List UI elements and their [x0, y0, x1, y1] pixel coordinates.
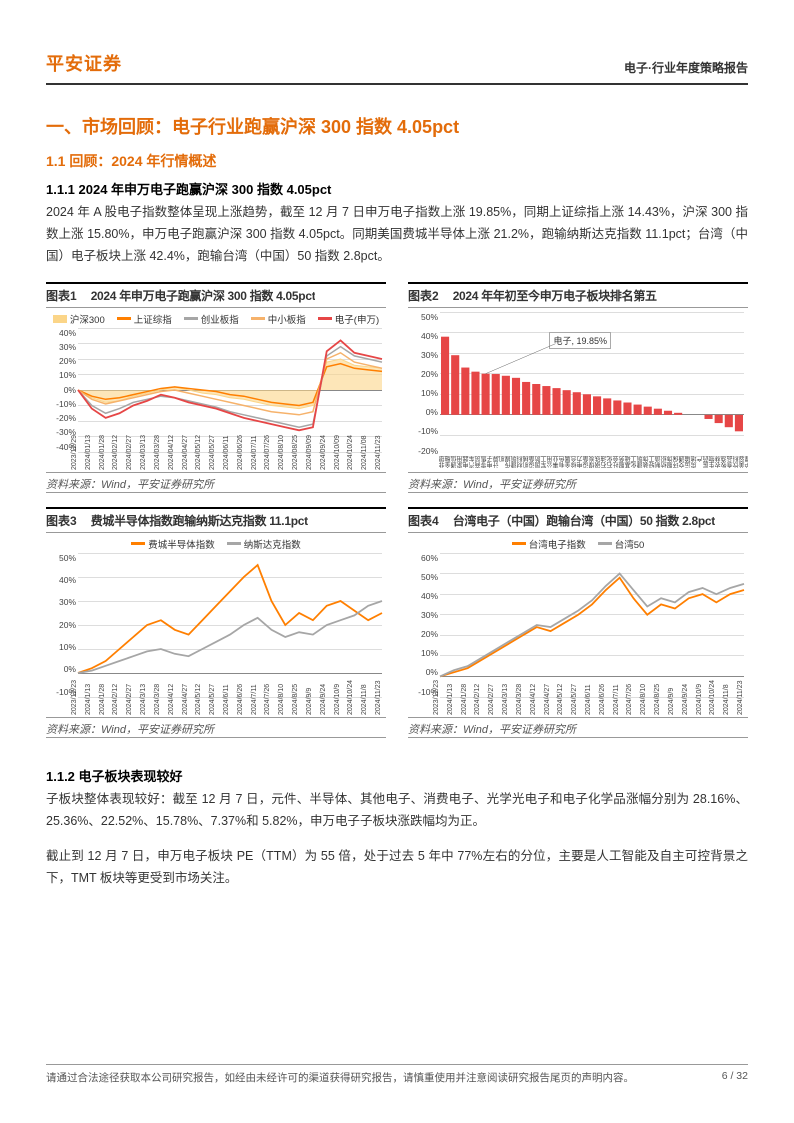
chart1-yaxis: 40%30%20%10%0%-10%-20%-30%-40%	[48, 328, 76, 452]
chart1-idx: 图表1	[46, 287, 77, 304]
page-footer: 请通过合法途径获取本公司研究报告，如经由未经许可的渠道获得研究报告，请慎重使用并…	[46, 1064, 748, 1085]
chart3-box: 图表3 费城半导体指数跑输纳斯达克指数 11.1pct 费城半导体指数纳斯达克指…	[46, 507, 386, 738]
chart3-legend: 费城半导体指数纳斯达克指数	[48, 537, 384, 551]
chart1-title: 2024 年申万电子跑赢沪深 300 指数 4.05pct	[91, 287, 316, 304]
chart1-titlebar: 图表1 2024 年申万电子跑赢沪深 300 指数 4.05pct	[46, 282, 386, 308]
chart1-xaxis: 2023/12/292024/01/132024/01/282024/02/12…	[78, 452, 382, 470]
chart2-yaxis: 50%40%30%20%10%0%-10%-20%	[410, 312, 438, 456]
chart4-title: 台湾电子（中国）跑输台湾（中国）50 指数 2.8pct	[453, 512, 715, 529]
chart2-area: 50%40%30%20%10%0%-10%-20% 电子, 19.85% 非银金…	[408, 308, 748, 473]
heading-3b: 1.1.2 电子板块表现较好	[46, 766, 748, 785]
chart4-box: 图表4 台湾电子（中国）跑输台湾（中国）50 指数 2.8pct 台湾电子指数台…	[408, 507, 748, 738]
chart4-titlebar: 图表4 台湾电子（中国）跑输台湾（中国）50 指数 2.8pct	[408, 507, 748, 533]
chart4-legend: 台湾电子指数台湾50	[410, 537, 746, 551]
paragraph-2: 子板块整体表现较好：截至 12 月 7 日，元件、半导体、其他电子、消费电子、光…	[46, 789, 748, 833]
doc-type-label: 电子·行业年度策略报告	[624, 59, 748, 76]
paragraph-1: 2024 年 A 股电子指数整体呈现上涨趋势，截至 12 月 7 日申万电子指数…	[46, 202, 748, 268]
chart2-plot: 50%40%30%20%10%0%-10%-20% 电子, 19.85% 非银金…	[410, 312, 746, 470]
chart3-source: 资料来源：Wind，平安证券研究所	[46, 718, 386, 738]
footer-page: 6 / 32	[722, 1070, 748, 1085]
chart-row-2: 图表3 费城半导体指数跑输纳斯达克指数 11.1pct 费城半导体指数纳斯达克指…	[46, 507, 748, 738]
chart4-source: 资料来源：Wind，平安证券研究所	[408, 718, 748, 738]
chart2-title: 2024 年年初至今申万电子板块排名第五	[453, 287, 657, 304]
chart1-source: 资料来源：Wind，平安证券研究所	[46, 473, 386, 493]
chart2-idx: 图表2	[408, 287, 439, 304]
chart2-source: 资料来源：Wind，平安证券研究所	[408, 473, 748, 493]
chart1-legend: 沪深300上证综指创业板指中小板指电子(申万)	[48, 312, 384, 326]
chart2-xaxis: 非银金融通信家用电器汽车商贸零售电子计算机传媒建筑材料机械设备国防军工公用事业有…	[440, 456, 744, 472]
chart3-yaxis: 50%40%30%20%10%0%-10%	[48, 553, 76, 697]
chart3-title: 费城半导体指数跑输纳斯达克指数 11.1pct	[91, 512, 308, 529]
footer-disclaimer: 请通过合法途径获取本公司研究报告，如经由未经许可的渠道获得研究报告，请慎重使用并…	[46, 1070, 634, 1085]
chart-row-1: 图表1 2024 年申万电子跑赢沪深 300 指数 4.05pct 沪深300上…	[46, 282, 748, 493]
chart3-xaxis: 2023/12/232024/1/132024/1/282024/2/12202…	[78, 697, 382, 715]
chart4-area: 台湾电子指数台湾50 60%50%40%30%20%10%0%-10% 2023…	[408, 533, 748, 718]
chart2-plot-inner: 电子, 19.85%	[440, 312, 744, 456]
chart4-idx: 图表4	[408, 512, 439, 529]
chart3-idx: 图表3	[46, 512, 77, 529]
chart4-xaxis: 2023/12/232024/1/132024/1/282024/2/12202…	[440, 697, 744, 715]
chart1-box: 图表1 2024 年申万电子跑赢沪深 300 指数 4.05pct 沪深300上…	[46, 282, 386, 493]
chart3-area: 费城半导体指数纳斯达克指数 50%40%30%20%10%0%-10% 2023…	[46, 533, 386, 718]
chart1-plot-inner	[78, 328, 382, 452]
page-header: 平安证券 电子·行业年度策略报告	[46, 50, 748, 85]
brand-logo: 平安证券	[46, 50, 122, 76]
chart4-plot: 60%50%40%30%20%10%0%-10% 2023/12/232024/…	[410, 553, 746, 711]
chart4-plot-inner	[440, 553, 744, 697]
heading-3a: 1.1.1 2024 年申万电子跑赢沪深 300 指数 4.05pct	[46, 179, 748, 198]
chart2-box: 图表2 2024 年年初至今申万电子板块排名第五 50%40%30%20%10%…	[408, 282, 748, 493]
heading-2: 1.1 回顾：2024 年行情概述	[46, 151, 748, 171]
chart3-plot-inner	[78, 553, 382, 697]
chart3-plot: 50%40%30%20%10%0%-10% 2023/12/232024/1/1…	[48, 553, 384, 711]
heading-1: 一、市场回顾：电子行业跑赢沪深 300 指数 4.05pct	[46, 113, 748, 139]
chart2-titlebar: 图表2 2024 年年初至今申万电子板块排名第五	[408, 282, 748, 308]
paragraph-3: 截止到 12 月 7 日，申万电子板块 PE（TTM）为 55 倍，处于过去 5…	[46, 846, 748, 890]
chart4-yaxis: 60%50%40%30%20%10%0%-10%	[410, 553, 438, 697]
chart1-plot: 40%30%20%10%0%-10%-20%-30%-40% 2023/12/2…	[48, 328, 384, 466]
chart1-area: 沪深300上证综指创业板指中小板指电子(申万) 40%30%20%10%0%-1…	[46, 308, 386, 473]
chart3-titlebar: 图表3 费城半导体指数跑输纳斯达克指数 11.1pct	[46, 507, 386, 533]
